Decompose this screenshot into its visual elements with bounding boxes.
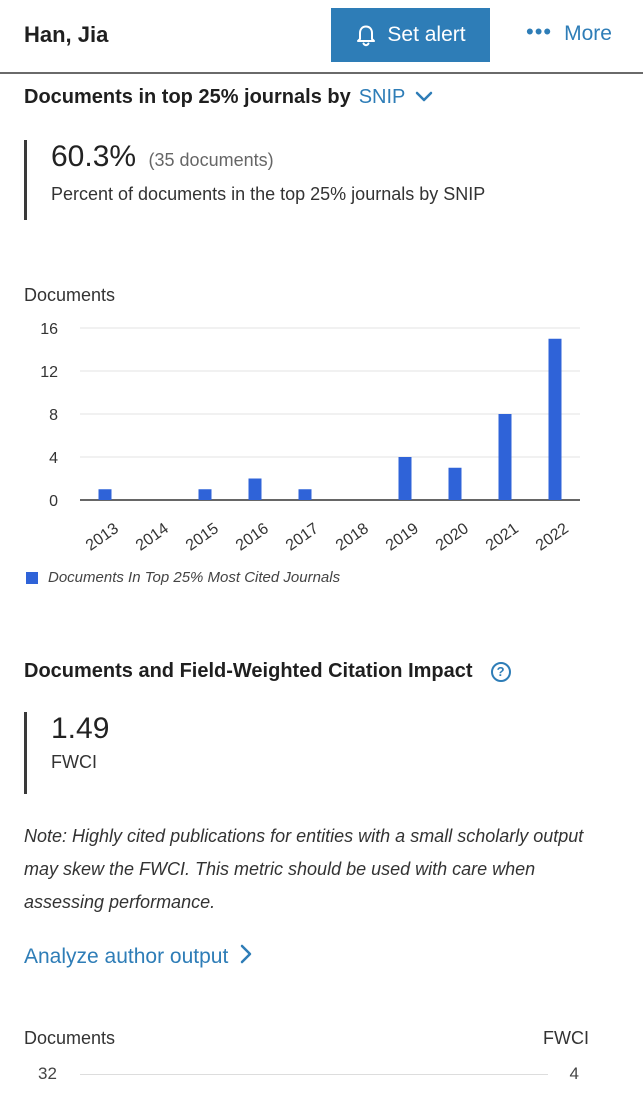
bottom-chart-left-top-tick: 32 (38, 1064, 57, 1083)
author-name: Han, Jia (24, 22, 109, 47)
bell-icon (355, 23, 377, 47)
bar[interactable] (198, 489, 212, 500)
top-journals-description: Percent of documents in the top 25% jour… (51, 184, 486, 204)
y-tick-label: 12 (40, 364, 58, 381)
legend-swatch (26, 571, 38, 584)
x-tick-label: 2017 (283, 520, 322, 554)
question-circle-icon[interactable]: ? (490, 661, 511, 682)
metric-selector[interactable]: SNIP (359, 86, 434, 109)
bar[interactable] (548, 338, 562, 500)
author-header: Han, Jia Set alert ••• More (0, 0, 643, 74)
bar[interactable] (448, 467, 462, 500)
top-journals-heading: Documents in top 25% journals by SNIP (24, 86, 433, 109)
x-tick-label: 2021 (483, 520, 522, 554)
bar[interactable] (298, 489, 312, 500)
bottom-chart-right-top-tick: 4 (569, 1064, 579, 1083)
y-tick-label: 16 (40, 321, 58, 338)
x-tick-label: 2020 (433, 520, 472, 554)
y-tick-label: 4 (49, 450, 58, 467)
x-tick-label: 2022 (533, 520, 572, 554)
chevron-right-icon (240, 944, 252, 970)
x-tick-label: 2014 (133, 520, 172, 554)
fwci-heading: Documents and Field-Weighted Citation Im… (24, 660, 511, 683)
analyze-link-label: Analyze author output (24, 945, 229, 968)
y-tick-label: 0 (49, 493, 58, 510)
fwci-summary: 1.49 FWCI (24, 712, 109, 794)
bar[interactable] (248, 478, 262, 501)
x-tick-label: 2016 (233, 520, 272, 554)
set-alert-label: Set alert (387, 23, 466, 46)
chart-legend: Documents In Top 25% Most Cited Journals (26, 569, 340, 586)
bottom-chart-left-axis-label: Documents (24, 1028, 116, 1048)
bottom-chart-gridline (80, 1074, 548, 1075)
x-tick-label: 2018 (333, 520, 372, 554)
fwci-title: Documents and Field-Weighted Citation Im… (24, 660, 473, 682)
more-dots-icon: ••• (526, 19, 553, 44)
fwci-note: Note: Highly cited publications for enti… (24, 826, 584, 912)
chart-y-axis-label: Documents (24, 285, 116, 305)
x-tick-label: 2013 (83, 520, 122, 554)
top-journals-documents-count: (35 documents) (148, 150, 274, 170)
more-button[interactable]: ••• More (526, 19, 612, 46)
legend-label: Documents In Top 25% Most Cited Journals (48, 569, 341, 586)
top-journals-title: Documents in top 25% journals by (24, 86, 351, 108)
top-journals-percent: 60.3% (51, 140, 137, 173)
more-label: More (564, 22, 612, 45)
documents-bar-chart: 0 4 8 12 16 2013 2014 2015 2016 2017 2018 2019 2020 2… (40, 321, 580, 554)
bar[interactable] (98, 489, 112, 500)
x-tick-label: 2015 (183, 520, 222, 554)
y-tick-label: 8 (49, 407, 58, 424)
fwci-value: 1.49 (51, 712, 110, 745)
chevron-down-icon (415, 86, 433, 109)
fwci-label: FWCI (51, 752, 97, 772)
set-alert-button[interactable]: Set alert (331, 8, 490, 62)
bar[interactable] (498, 414, 512, 500)
x-tick-label: 2019 (383, 520, 422, 554)
top-journals-summary: 60.3% (35 documents) Percent of document… (24, 140, 485, 220)
bottom-chart-right-axis-label: FWCI (543, 1028, 589, 1048)
bar[interactable] (398, 457, 412, 500)
analyze-author-output-link[interactable]: Analyze author output (24, 944, 252, 970)
metric-selector-label: SNIP (358, 86, 406, 108)
